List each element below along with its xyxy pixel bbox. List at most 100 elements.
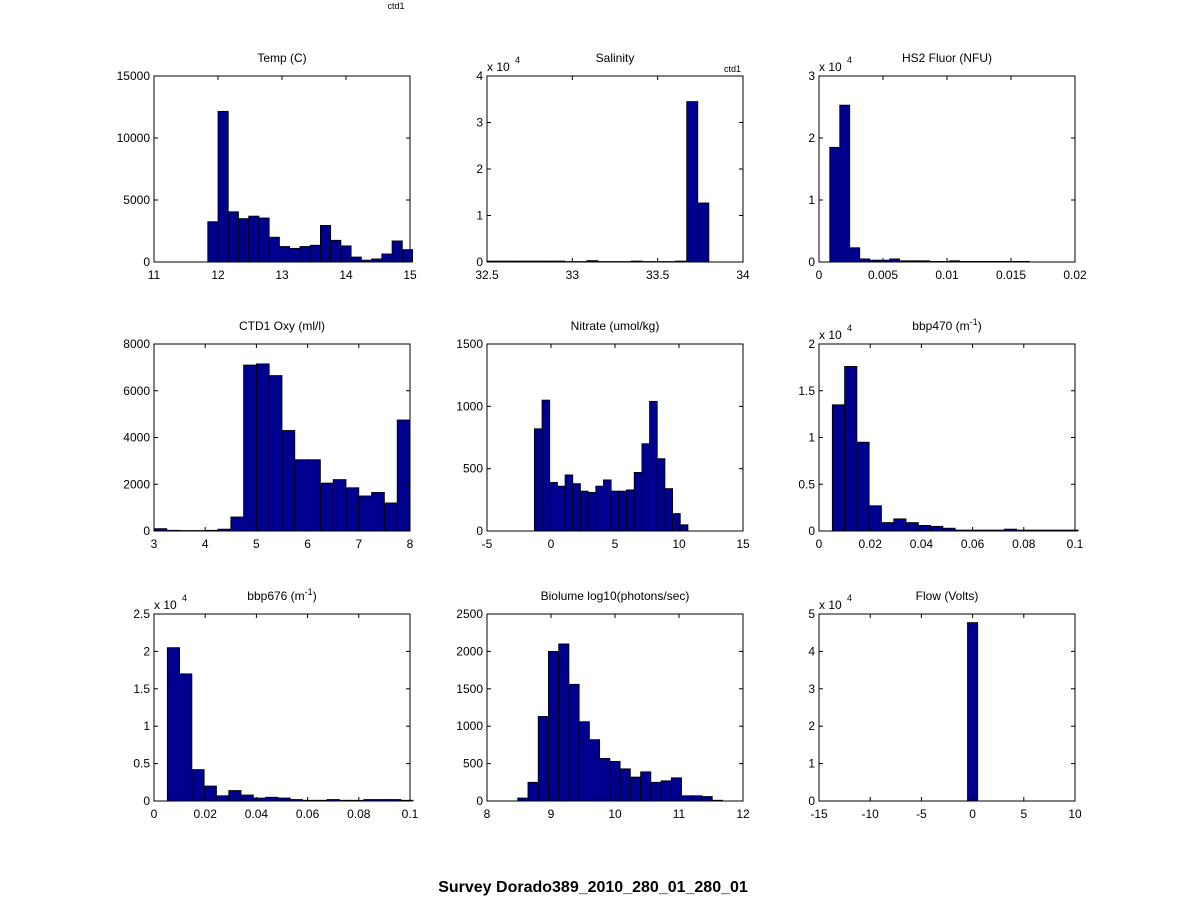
- histogram-bar: [670, 777, 682, 802]
- y-tick-label: 2: [808, 337, 815, 351]
- histogram-bar: [991, 529, 1005, 532]
- x-tick-label: -10: [862, 807, 880, 821]
- x-tick-label: 34: [736, 268, 750, 282]
- histogram-bar: [564, 474, 574, 532]
- y-tick-label: 0: [143, 794, 150, 808]
- histogram-bar: [586, 260, 599, 263]
- axes-box: [818, 613, 1076, 802]
- y-tick-label: 3: [476, 116, 483, 130]
- axis-multiplier-exponent: 4: [847, 593, 852, 603]
- histogram-bar: [919, 260, 930, 263]
- histogram-bar: [166, 647, 180, 802]
- histogram-bar: [656, 458, 666, 532]
- histogram-bar: [967, 622, 979, 802]
- histogram-bar: [350, 256, 362, 263]
- panel-title: Flow (Volts): [916, 589, 979, 603]
- histogram-bar: [537, 716, 549, 802]
- y-tick-label: 3: [808, 682, 815, 696]
- y-tick-label: 500: [463, 462, 483, 476]
- x-tick-label: 0.1: [1067, 537, 1084, 551]
- x-tick-label: 3: [151, 537, 158, 551]
- axis-multiplier: x 10: [154, 598, 177, 612]
- y-tick-label: 0: [808, 794, 815, 808]
- histogram-bar: [979, 529, 993, 532]
- histogram-bar: [909, 260, 921, 263]
- histogram-bar: [969, 260, 980, 263]
- histogram-bar: [207, 221, 219, 263]
- histogram-bar: [686, 101, 699, 263]
- y-tick-label: 1000: [456, 719, 483, 733]
- y-tick-label: 6000: [123, 384, 150, 398]
- histogram-bar: [568, 683, 580, 802]
- histogram-bar: [371, 492, 385, 532]
- histogram-bar: [856, 441, 870, 532]
- x-tick-label: 8: [407, 537, 414, 551]
- axis-multiplier: x 10: [819, 598, 842, 612]
- panel-title: Biolume log10(photons/sec): [541, 589, 690, 603]
- histogram-panel: 11 12 13 14 15 0 5000 10000 15000 Temp (C): [117, 51, 417, 282]
- histogram-bar: [1003, 528, 1018, 532]
- histogram-bar: [530, 260, 543, 263]
- histogram-bar: [1053, 529, 1067, 532]
- histogram-bar: [388, 799, 402, 802]
- histogram-bar: [230, 516, 245, 532]
- x-tick-label: 33.5: [646, 268, 670, 282]
- histogram-bar: [829, 146, 841, 263]
- panel-tag: ctd1: [724, 64, 741, 74]
- histogram-bar: [553, 260, 566, 263]
- x-tick-label: 15: [403, 268, 417, 282]
- panel-title: HS2 Fluor (NFU): [902, 51, 992, 65]
- histogram-bar: [179, 673, 193, 802]
- histogram-bar: [599, 757, 611, 802]
- histogram-bar: [626, 489, 635, 532]
- panel-title-superscript: -1: [970, 317, 978, 327]
- x-tick-label: 8: [484, 807, 491, 821]
- histogram-bar: [587, 491, 597, 532]
- histogram-bar: [881, 522, 895, 532]
- y-tick-label: 500: [463, 757, 483, 771]
- y-tick-label: 0: [143, 255, 150, 269]
- y-tick-label: 2.5: [133, 607, 150, 621]
- y-tick-label: 0: [476, 794, 483, 808]
- histogram-bar: [255, 363, 270, 532]
- histogram-bar: [640, 771, 652, 802]
- y-tick-label: 1: [808, 757, 815, 771]
- histogram-bar: [557, 485, 566, 532]
- histogram-bar: [629, 776, 641, 802]
- histogram-bar: [844, 366, 858, 532]
- histogram-bar: [371, 258, 383, 263]
- histogram-bar: [859, 258, 871, 263]
- histogram-bar: [391, 240, 403, 263]
- histogram-panel: 0 0.005 0.01 0.015 0.02 0 1 2 3 HS2 Fluor (NFU) x …: [808, 51, 1087, 282]
- x-tick-label: 10: [608, 807, 622, 821]
- histogram-bar: [930, 525, 944, 532]
- histogram-bar: [578, 721, 590, 802]
- axis-multiplier-exponent: 4: [847, 323, 852, 333]
- histogram-bar: [630, 260, 643, 263]
- histogram-bar: [396, 419, 411, 532]
- x-tick-label: 0.08: [1012, 537, 1036, 551]
- y-tick-label: 15000: [117, 69, 151, 83]
- y-tick-label: 1: [808, 193, 815, 207]
- x-tick-label: 12: [211, 268, 225, 282]
- panel-title: Nitrate (umol/kg): [571, 319, 660, 333]
- x-tick-label: 11: [148, 268, 161, 282]
- axis-multiplier: x 10: [819, 60, 842, 74]
- x-tick-label: 9: [548, 807, 555, 821]
- y-tick-label: 2: [808, 131, 815, 145]
- y-tick-label: 1500: [456, 337, 483, 351]
- histogram-bar: [358, 495, 372, 532]
- y-tick-label: 2: [808, 719, 815, 733]
- histogram-bar: [542, 260, 554, 263]
- x-tick-label: 5: [253, 537, 260, 551]
- histogram-bar: [905, 522, 919, 532]
- histogram-bar: [517, 797, 529, 802]
- panel-title: CTD1 Oxy (ml/l): [239, 319, 325, 333]
- histogram-bar: [610, 490, 620, 532]
- x-tick-label: 0: [969, 807, 976, 821]
- axis-multiplier-exponent: 4: [515, 55, 520, 65]
- histogram-bar: [549, 481, 558, 532]
- y-tick-label: 1000: [456, 399, 483, 413]
- y-tick-label: 2: [143, 644, 150, 658]
- axis-multiplier-exponent: 4: [182, 593, 187, 603]
